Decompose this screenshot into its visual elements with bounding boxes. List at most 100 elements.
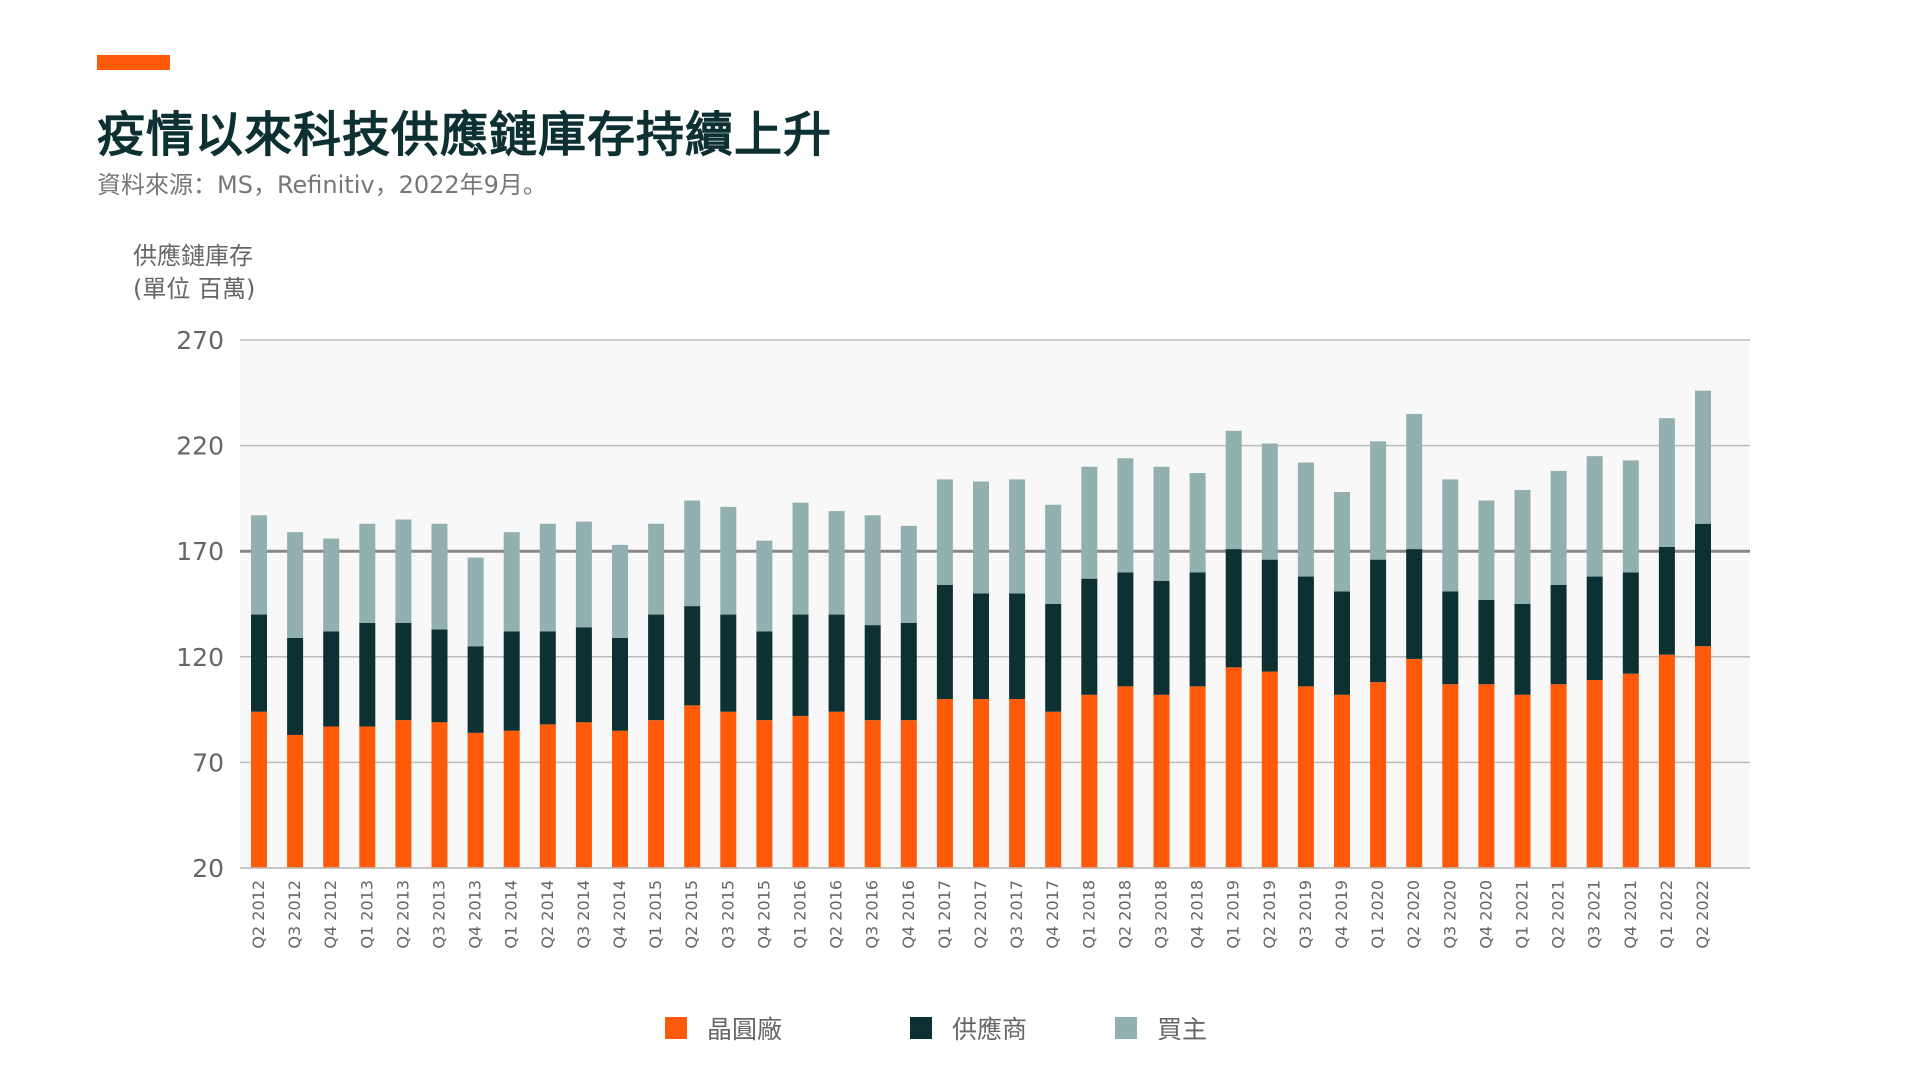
bar-segment-wafer bbox=[648, 720, 665, 868]
bar-segment-wafer bbox=[1550, 684, 1567, 868]
x-tick-label: Q3 2012 bbox=[285, 880, 304, 949]
legend-label-supplier: 供應商 bbox=[952, 1015, 1028, 1044]
bar-segment-supplier bbox=[287, 637, 304, 735]
bar-segment-wafer bbox=[1297, 686, 1314, 868]
bar-segment-supplier bbox=[684, 606, 701, 706]
bar-segment-buyer bbox=[575, 521, 592, 628]
legend-swatch-wafer bbox=[665, 1017, 687, 1039]
x-tick-label: Q4 2014 bbox=[610, 880, 629, 949]
bar-segment-supplier bbox=[1442, 591, 1459, 685]
bar-segment-buyer bbox=[828, 511, 845, 615]
x-tick-label: Q2 2013 bbox=[393, 880, 412, 949]
page-title: 疫情以來科技供應鏈庫存持續上升 bbox=[97, 107, 833, 163]
bar-segment-supplier bbox=[792, 614, 809, 716]
bar-segment-supplier bbox=[467, 646, 484, 733]
bar-segment-supplier bbox=[395, 623, 412, 721]
x-tick-label: Q3 2015 bbox=[718, 880, 737, 949]
x-tick-label: Q2 2020 bbox=[1404, 880, 1423, 949]
bar-segment-supplier bbox=[1081, 578, 1098, 695]
x-tick-label: Q2 2018 bbox=[1115, 880, 1134, 949]
bar-segment-wafer bbox=[1622, 673, 1639, 868]
bar-segment-buyer bbox=[973, 481, 989, 594]
bar-segment-wafer bbox=[1586, 680, 1603, 868]
bar-segment-buyer bbox=[1297, 462, 1314, 577]
bar-segment-supplier bbox=[720, 614, 737, 712]
bar-segment-supplier bbox=[1261, 559, 1278, 672]
bar-segment-supplier bbox=[323, 631, 340, 727]
bar-segment-buyer bbox=[1189, 473, 1206, 573]
x-tick-label: Q4 2018 bbox=[1188, 880, 1207, 949]
y-tick-label: 20 bbox=[192, 854, 224, 883]
bar-segment-buyer bbox=[359, 523, 376, 624]
legend-swatch-buyer bbox=[1115, 1017, 1137, 1039]
bar-segment-buyer bbox=[1586, 456, 1603, 577]
bar-segment-supplier bbox=[612, 637, 628, 731]
bar-segment-supplier bbox=[1045, 604, 1062, 712]
y-tick-label: 270 bbox=[176, 326, 224, 355]
bar-segment-buyer bbox=[1622, 460, 1639, 573]
bar-segment-buyer bbox=[1550, 470, 1567, 585]
bar-segment-buyer bbox=[1045, 504, 1062, 604]
legend-item-buyer: 買主 bbox=[1115, 1010, 1207, 1046]
x-tick-label: Q3 2021 bbox=[1585, 880, 1604, 949]
bar-segment-supplier bbox=[900, 623, 917, 721]
bar-segment-wafer bbox=[1045, 711, 1062, 868]
bar-segment-wafer bbox=[1370, 682, 1387, 868]
y-axis-label-line1: 供應鏈庫存 bbox=[133, 242, 253, 270]
bar-segment-supplier bbox=[251, 614, 267, 712]
bar-segment-wafer bbox=[251, 711, 267, 868]
bar-segment-supplier bbox=[1153, 580, 1170, 695]
bar-segment-wafer bbox=[1658, 654, 1675, 868]
bar-segment-buyer bbox=[1334, 492, 1350, 592]
bar-segment-wafer bbox=[936, 699, 953, 868]
bar-segment-buyer bbox=[1009, 479, 1026, 594]
y-tick-label: 70 bbox=[192, 748, 224, 777]
bar-segment-supplier bbox=[1334, 591, 1350, 695]
bar-segment-wafer bbox=[1406, 658, 1423, 868]
x-tick-label: Q2 2017 bbox=[971, 880, 990, 949]
bar-segment-wafer bbox=[612, 730, 628, 868]
bar-segment-supplier bbox=[828, 614, 845, 712]
bar-segment-supplier bbox=[1550, 584, 1567, 685]
x-tick-label: Q3 2016 bbox=[863, 880, 882, 949]
bar-segment-wafer bbox=[539, 724, 556, 868]
bar-segment-supplier bbox=[1658, 546, 1675, 655]
x-tick-label: Q4 2012 bbox=[321, 880, 340, 949]
stacked-bar-chart: 20 70 120 170 220 270 Q2 2012 Q3 2012 Q4 2012 Q1 … bbox=[176, 326, 1750, 949]
bar-segment-buyer bbox=[1117, 458, 1134, 573]
bar-segment-wafer bbox=[503, 730, 520, 868]
bar-segment-buyer bbox=[539, 523, 556, 632]
y-tick-label: 220 bbox=[176, 432, 224, 461]
bar-segment-wafer bbox=[684, 705, 701, 868]
bar-segment-wafer bbox=[395, 720, 412, 868]
bar-segment-supplier bbox=[973, 593, 989, 700]
bar-segment-buyer bbox=[1081, 466, 1098, 579]
bar-segment-buyer bbox=[503, 532, 520, 632]
x-tick-label: Q4 2020 bbox=[1476, 880, 1495, 949]
x-tick-label: Q4 2021 bbox=[1621, 880, 1640, 949]
bar-segment-supplier bbox=[575, 627, 592, 723]
chart-legend: 晶圓廠 供應商 買主 bbox=[0, 1010, 1920, 1050]
x-tick-label: Q2 2019 bbox=[1260, 880, 1279, 949]
bar-segment-wafer bbox=[1117, 686, 1134, 868]
bar-segment-supplier bbox=[1478, 599, 1495, 685]
bar-segment-buyer bbox=[323, 538, 340, 632]
bar-segment-buyer bbox=[287, 532, 304, 638]
x-tick-label: Q4 2015 bbox=[754, 880, 773, 949]
bar-segment-wafer bbox=[1478, 684, 1495, 868]
bar-segment-buyer bbox=[1370, 441, 1387, 560]
bar-segment-supplier bbox=[359, 623, 376, 727]
legend-swatch-supplier bbox=[910, 1017, 932, 1039]
bar-segment-supplier bbox=[936, 584, 953, 700]
bar-segment-wafer bbox=[1081, 694, 1098, 868]
bar-segment-wafer bbox=[1514, 694, 1531, 868]
bar-segment-wafer bbox=[756, 720, 773, 868]
bar-segment-supplier bbox=[539, 631, 556, 725]
bar-segment-wafer bbox=[864, 720, 881, 868]
bar-segment-supplier bbox=[1514, 604, 1531, 695]
x-tick-label: Q3 2017 bbox=[1007, 880, 1026, 949]
bar-segment-buyer bbox=[756, 540, 773, 632]
legend-label-wafer: 晶圓廠 bbox=[707, 1015, 783, 1044]
bar-segment-wafer bbox=[1009, 699, 1026, 868]
bar-segment-wafer bbox=[1442, 684, 1459, 868]
